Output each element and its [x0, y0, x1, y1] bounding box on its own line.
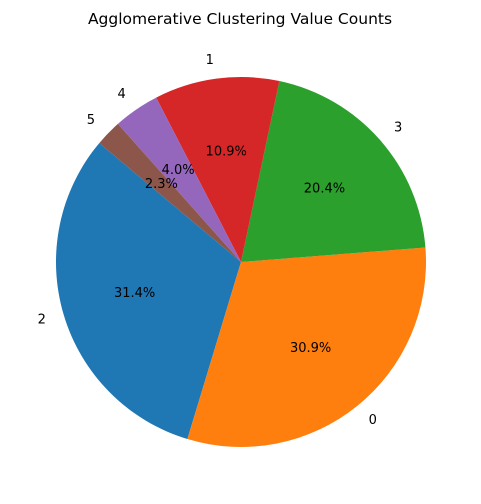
category-label-2: 2	[38, 313, 46, 328]
percent-label-5: 2.3%	[145, 177, 178, 192]
category-label-4: 4	[117, 87, 125, 102]
percent-label-2: 31.4%	[114, 286, 155, 301]
percent-label-0: 30.9%	[290, 341, 331, 356]
pie-slice-0	[187, 247, 426, 447]
pie-slices	[56, 77, 426, 447]
category-label-3: 3	[394, 120, 402, 135]
category-label-0: 0	[369, 413, 377, 428]
percent-label-1: 10.9%	[206, 144, 247, 159]
percent-labels: 31.4% 30.9% 20.4% 10.9% 4.0%2.3%	[114, 144, 345, 355]
pie-slice-1	[156, 77, 280, 263]
pie-slice-2	[56, 143, 241, 440]
category-labels: 2 0 3 1 4 5	[38, 53, 403, 428]
pie-slice-4	[117, 97, 241, 262]
pie-slice-3	[241, 81, 426, 262]
percent-label-3: 20.4%	[304, 181, 345, 196]
pie-slice-5	[99, 123, 242, 262]
chart-title: Agglomerative Clustering Value Counts	[88, 10, 392, 28]
category-label-1: 1	[206, 53, 214, 68]
category-label-5: 5	[87, 113, 95, 128]
percent-label-4: 4.0%	[162, 163, 195, 178]
